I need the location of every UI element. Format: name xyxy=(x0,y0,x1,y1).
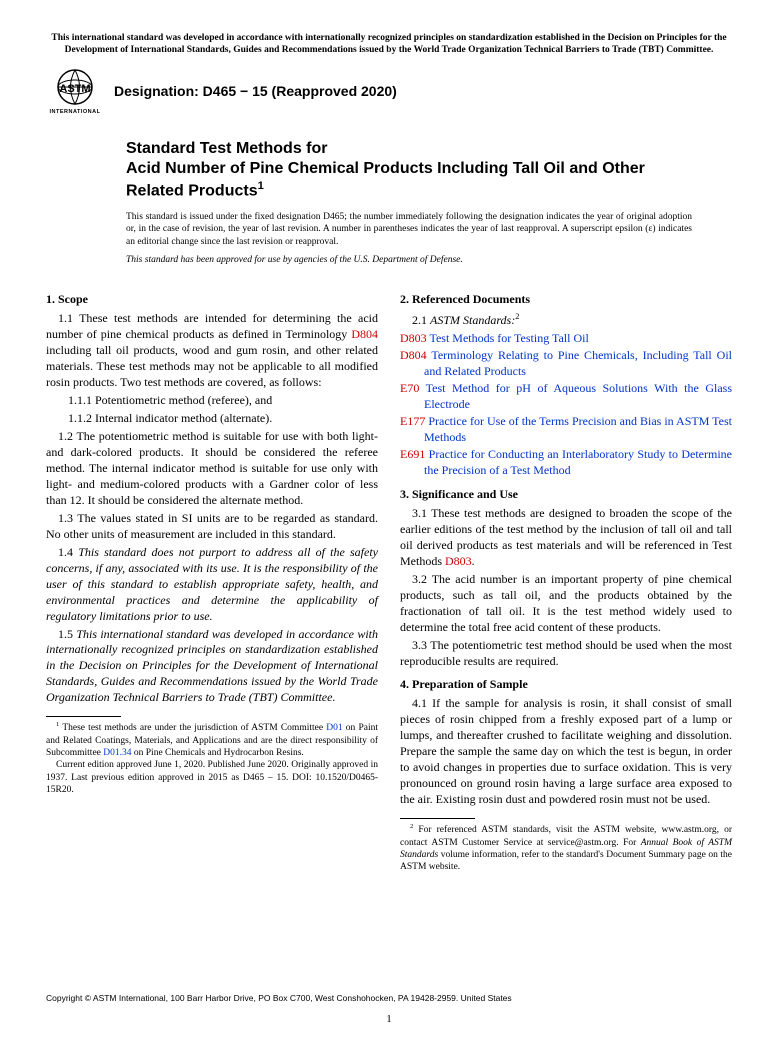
logo-text-top: ASTM xyxy=(59,83,90,95)
referenced-standards-list: D803 Test Methods for Testing Tall OilD8… xyxy=(400,331,732,479)
para-4-1: 4.1 If the sample for analysis is rosin,… xyxy=(400,696,732,808)
footnote-2: 2 For referenced ASTM standards, visit t… xyxy=(400,823,732,874)
reference-code[interactable]: D804 xyxy=(400,348,427,362)
reference-code[interactable]: D803 xyxy=(400,331,427,345)
title-block: Standard Test Methods for Acid Number of… xyxy=(126,139,692,267)
footnote-rule-left xyxy=(46,716,121,717)
reference-title[interactable]: Test Methods for Testing Tall Oil xyxy=(427,331,589,345)
title-line2: Acid Number of Pine Chemical Products In… xyxy=(126,160,645,199)
left-column: 1. Scope 1.1 These test methods are inte… xyxy=(46,284,378,873)
designation-code: D465 − 15 (Reapproved 2020) xyxy=(203,83,397,99)
reference-code[interactable]: E70 xyxy=(400,381,419,395)
section-1-heading: 1. Scope xyxy=(46,292,378,307)
para-1-1-1: 1.1.1 Potentiometric method (referee), a… xyxy=(46,393,378,409)
right-column: 2. Referenced Documents 2.1 ASTM Standar… xyxy=(400,284,732,873)
reference-title[interactable]: Practice for Use of the Terms Precision … xyxy=(424,414,732,444)
designation-prefix: Designation: xyxy=(114,83,203,99)
dod-approval-note: This standard has been approved for use … xyxy=(126,254,692,266)
footnote-rule-right xyxy=(400,818,475,819)
reference-item: E691 Practice for Conducting an Interlab… xyxy=(400,447,732,479)
reference-title[interactable]: Terminology Relating to Pine Chemicals, … xyxy=(424,348,732,378)
reference-title[interactable]: Test Method for pH of Aqueous Solutions … xyxy=(419,381,732,411)
issued-note: This standard is issued under the fixed … xyxy=(126,211,692,248)
para-1-1-2: 1.1.2 Internal indicator method (alterna… xyxy=(46,411,378,427)
para-1-5: 1.5 This international standard was deve… xyxy=(46,627,378,707)
section-3-heading: 3. Significance and Use xyxy=(400,487,732,502)
reference-item: E177 Practice for Use of the Terms Preci… xyxy=(400,414,732,446)
reference-title[interactable]: Practice for Conducting an Interlaborato… xyxy=(424,447,732,477)
footnote-1-cont: Current edition approved June 1, 2020. P… xyxy=(46,759,378,796)
link-d01-34[interactable]: D01.34 xyxy=(103,748,131,758)
footnote-1: 1 These test methods are under the juris… xyxy=(46,721,378,759)
reference-item: D804 Terminology Relating to Pine Chemic… xyxy=(400,348,732,380)
document-title: Standard Test Methods for Acid Number of… xyxy=(126,139,692,201)
astm-logo: ASTM INTERNATIONAL xyxy=(46,67,104,115)
title-line1: Standard Test Methods for xyxy=(126,140,328,157)
link-d804[interactable]: D804 xyxy=(351,327,378,341)
para-2-1: 2.1 ASTM Standards:2 xyxy=(400,311,732,329)
para-3-1: 3.1 These test methods are designed to b… xyxy=(400,506,732,570)
page-number: 1 xyxy=(0,1013,778,1025)
logo-text-bottom: INTERNATIONAL xyxy=(49,109,100,115)
para-1-2: 1.2 The potentiometric method is suitabl… xyxy=(46,429,378,509)
body-columns: 1. Scope 1.1 These test methods are inte… xyxy=(46,284,732,873)
para-1-4: 1.4 This standard does not purport to ad… xyxy=(46,545,378,625)
copyright-line: Copyright © ASTM International, 100 Barr… xyxy=(46,993,512,1003)
header-row: ASTM INTERNATIONAL Designation: D465 − 1… xyxy=(46,67,732,115)
title-footnote-mark: 1 xyxy=(258,180,264,192)
link-d01[interactable]: D01 xyxy=(326,723,342,733)
top-committee-note: This international standard was develope… xyxy=(46,32,732,57)
section-2-heading: 2. Referenced Documents xyxy=(400,292,732,307)
reference-code[interactable]: E691 xyxy=(400,447,425,461)
para-3-3: 3.3 The potentiometric test method shoul… xyxy=(400,638,732,670)
section-4-heading: 4. Preparation of Sample xyxy=(400,677,732,692)
para-3-2: 3.2 The acid number is an important prop… xyxy=(400,572,732,636)
para-1-1: 1.1 These test methods are intended for … xyxy=(46,311,378,391)
link-d803[interactable]: D803 xyxy=(445,554,472,568)
reference-item: E70 Test Method for pH of Aqueous Soluti… xyxy=(400,381,732,413)
para-1-3: 1.3 The values stated in SI units are to… xyxy=(46,511,378,543)
reference-item: D803 Test Methods for Testing Tall Oil xyxy=(400,331,732,347)
designation: Designation: D465 − 15 (Reapproved 2020) xyxy=(114,83,397,99)
reference-code[interactable]: E177 xyxy=(400,414,425,428)
